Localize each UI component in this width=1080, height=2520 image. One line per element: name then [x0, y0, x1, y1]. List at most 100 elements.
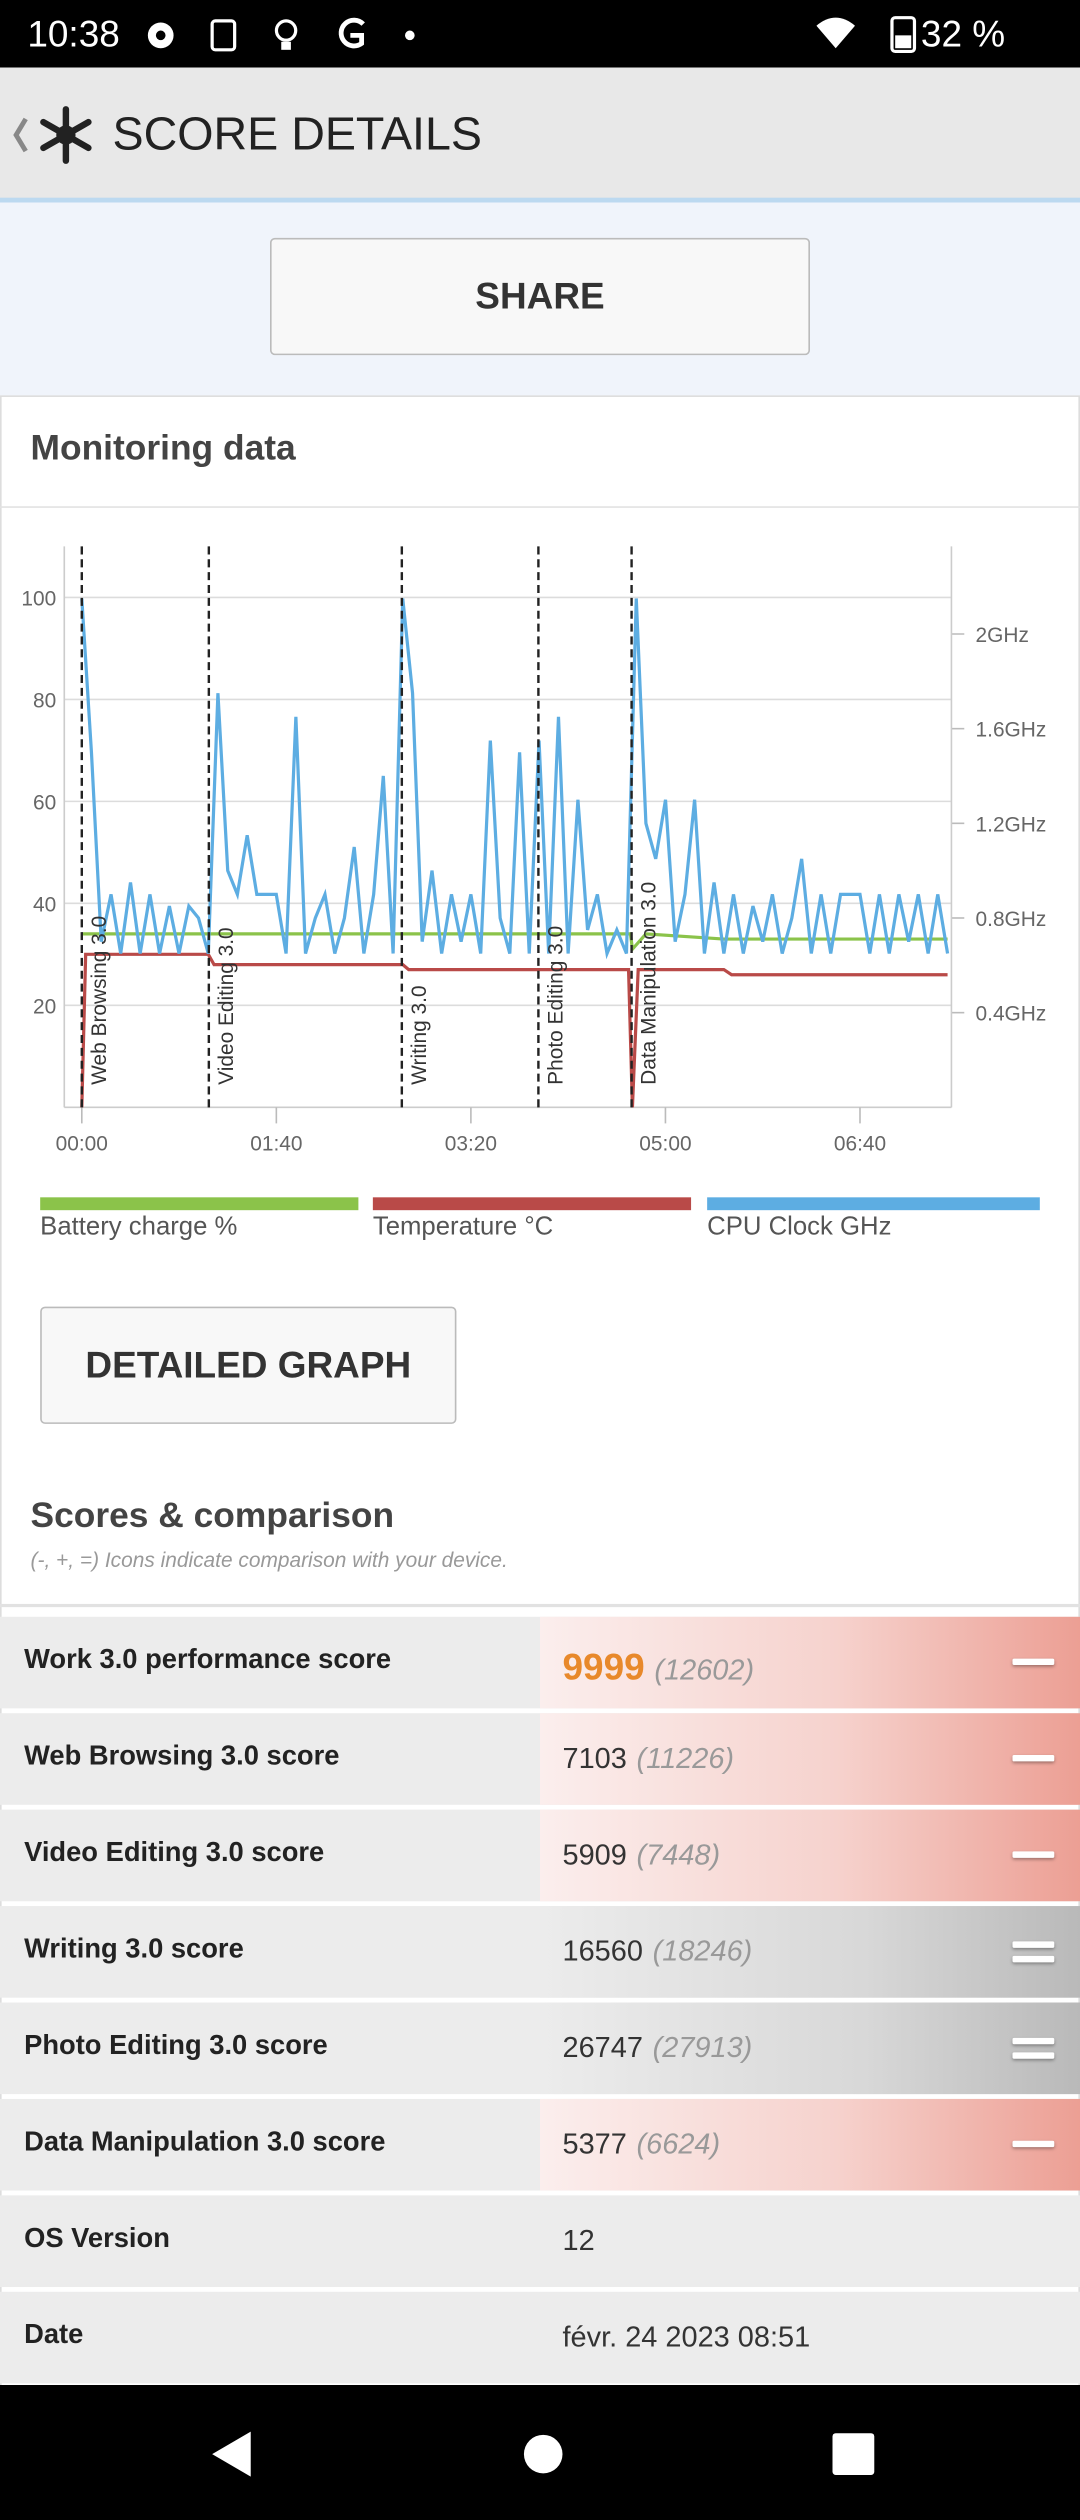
status-bar: 10:38 32 % [0, 0, 1080, 68]
score-value: 7103 (11226) [563, 1742, 735, 1776]
legend-swatch [707, 1197, 1040, 1211]
app-header: SCORE DETAILS [0, 67, 1080, 203]
info-value: 12 [562, 2224, 595, 2257]
status-icons-right [816, 16, 917, 54]
comparison-score: (18246) [652, 1935, 753, 1968]
row-label: Photo Editing 3.0 score [24, 2029, 328, 2061]
row-label: Date [24, 2319, 84, 2350]
row-value: 16560 (18246) [540, 1906, 1080, 1998]
row-value: 7103 (11226) [540, 1713, 1080, 1805]
y2-tick-label: 0.8GHz [976, 908, 1047, 931]
score: 16560 [562, 1935, 643, 1968]
score-row: Video Editing 3.0 score 5909 (7448) [0, 1809, 1080, 1902]
row-value: 5377 (6624) [540, 2098, 1080, 2191]
event-label: Data Manipulation 3.0 [638, 882, 661, 1085]
status-battery: 32 % [920, 12, 1006, 55]
row-value: 5909 (7448) [540, 1809, 1080, 1902]
comparison-icon [1012, 1851, 1055, 1858]
x-tick-label: 01:40 [250, 1133, 302, 1156]
divider [0, 1603, 1080, 1608]
row-label: Web Browsing 3.0 score [24, 1740, 340, 1772]
info-row: OS Version 12 [0, 2195, 1080, 2287]
y-tick-label: 60 [33, 791, 56, 814]
comparison-score: (12602) [654, 1653, 755, 1686]
row-value: 26747 (27913) [540, 2002, 1080, 2095]
series-line [80, 952, 948, 1108]
x-tick-label: 03:20 [445, 1133, 497, 1156]
score-value: 5909 (7448) [563, 1839, 721, 1873]
score-value: 26747 (27913) [563, 2031, 753, 2065]
comparison-icon [1012, 2037, 1055, 2045]
comparison-icon [1012, 1941, 1055, 1948]
series-line [81, 932, 948, 953]
info-row: Date févr. 24 2023 08:51 [0, 2291, 1080, 2384]
legend-label: Battery charge % [40, 1213, 238, 1241]
status-icons [147, 17, 415, 52]
comparison-icon [1012, 1955, 1055, 1963]
comparison-score: (11226) [636, 1742, 735, 1775]
legend-label: CPU Clock GHz [707, 1213, 892, 1241]
score-value: 16560 (18246) [563, 1935, 753, 1969]
legend-swatch [372, 1197, 692, 1211]
event-label: Photo Editing 3.0 [545, 926, 568, 1085]
y-tick-label: 20 [33, 995, 56, 1018]
y2-tick-label: 1.6GHz [976, 719, 1047, 742]
score: 7103 [562, 1742, 627, 1775]
row-value: 9999 (12602) [540, 1616, 1080, 1709]
section-note: (-, +, =) Icons indicate comparison with… [30, 1547, 508, 1572]
y-tick-label: 40 [33, 893, 56, 916]
score-row: Work 3.0 performance score 9999 (12602) [0, 1616, 1080, 1709]
event-label: Writing 3.0 [408, 985, 431, 1084]
header-title: SCORE DETAILS [112, 109, 482, 161]
row-label: Writing 3.0 score [24, 1933, 244, 1964]
comparison-icon [1012, 1658, 1055, 1666]
nav-icons [212, 2431, 875, 2477]
score-row: Data Manipulation 3.0 score 5377 (6624) [0, 2098, 1080, 2191]
score-row: Photo Editing 3.0 score 26747 (27913) [0, 2002, 1080, 2095]
row-value: 12 [540, 2195, 1080, 2287]
comparison-score: (7448) [636, 1838, 721, 1871]
y-tick-label: 100 [21, 587, 56, 610]
score: 5909 [562, 1838, 627, 1871]
row-label: Video Editing 3.0 score [24, 1836, 325, 1868]
score-row: Writing 3.0 score 16560 (18246) [0, 1906, 1080, 1998]
comparison-score: (27913) [652, 2031, 753, 2064]
score: 26747 [562, 2031, 643, 2064]
nav-bar [0, 2385, 1080, 2520]
row-label: Data Manipulation 3.0 score [24, 2126, 386, 2157]
row-label: Work 3.0 performance score [24, 1644, 392, 1675]
comparison-score: (6624) [636, 2127, 721, 2161]
comparison-icon [1012, 2052, 1055, 2059]
y-tick-label: 80 [33, 689, 56, 712]
x-tick-label: 00:00 [56, 1133, 108, 1156]
score: 5377 [562, 2127, 627, 2161]
legend-swatch [40, 1197, 359, 1211]
score-row: Web Browsing 3.0 score 7103 (11226) [0, 1713, 1080, 1805]
back-icon[interactable] [6, 103, 102, 167]
comparison-icon [1012, 2140, 1055, 2148]
section-title: Scores & comparison [30, 1494, 395, 1535]
chart: 20 40 60 80 100 0.4GHz 0.8GHz 1.2GHz 1.6GHz 2GHz 0… [21, 546, 1047, 1156]
row-label: OS Version [24, 2222, 170, 2254]
score: 9999 [562, 1645, 645, 1688]
y2-tick-label: 1.2GHz [976, 813, 1047, 836]
y2-tick-label: 0.4GHz [976, 1003, 1047, 1026]
event-label: Web Browsing 3.0 [88, 916, 111, 1085]
x-tick-label: 06:40 [834, 1133, 886, 1156]
event-label: Video Editing 3.0 [215, 927, 238, 1084]
series-line [80, 598, 950, 960]
score-value: 5377 (6624) [563, 2128, 721, 2162]
x-tick-label: 05:00 [639, 1133, 691, 1156]
detailed-graph-button[interactable]: DETAILED GRAPH [40, 1306, 457, 1424]
comparison-icon [1012, 1755, 1055, 1762]
row-value: févr. 24 2023 08:51 [540, 2292, 1080, 2384]
legend-label: Temperature °C [372, 1213, 554, 1241]
status-time: 10:38 [27, 12, 120, 55]
score-value: 9999 (12602) [563, 1646, 755, 1689]
section-title: Monitoring data [30, 427, 296, 468]
divider [0, 506, 1080, 508]
info-value: févr. 24 2023 08:51 [562, 2320, 811, 2353]
share-button[interactable]: SHARE [270, 237, 811, 356]
